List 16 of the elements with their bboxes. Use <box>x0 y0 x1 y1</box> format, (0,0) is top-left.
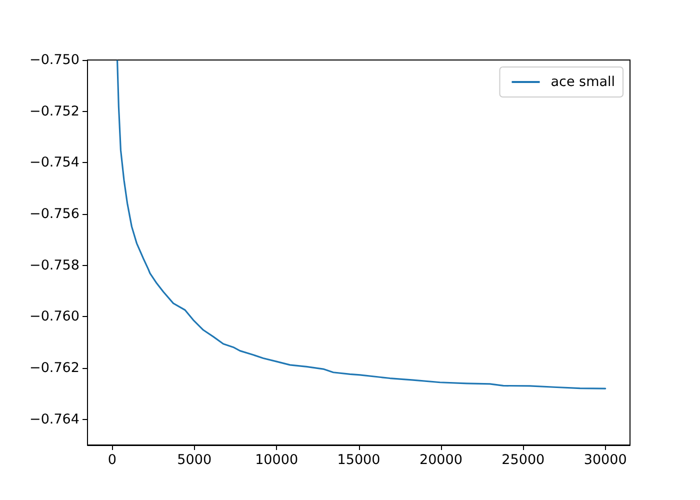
y-tick-label: −0.750 <box>30 52 80 68</box>
x-tick-label: 10000 <box>255 452 298 468</box>
x-tick-label: 5000 <box>177 452 212 468</box>
y-tick-label: −0.752 <box>30 103 80 120</box>
y-tick-label: −0.758 <box>30 257 80 274</box>
x-tick-label: 30000 <box>584 452 627 468</box>
x-tick-label: 0 <box>108 452 116 468</box>
y-tick-label: −0.760 <box>30 308 80 325</box>
y-tick-label: −0.754 <box>30 154 80 171</box>
x-tick-label: 25000 <box>502 452 545 468</box>
y-tick-label: −0.756 <box>30 206 80 222</box>
legend-label: ace small <box>550 74 616 90</box>
y-tick-label: −0.762 <box>30 360 80 376</box>
x-tick-label: 15000 <box>337 452 380 468</box>
y-tick-label: −0.764 <box>30 411 80 428</box>
x-tick-label: 20000 <box>419 452 462 468</box>
